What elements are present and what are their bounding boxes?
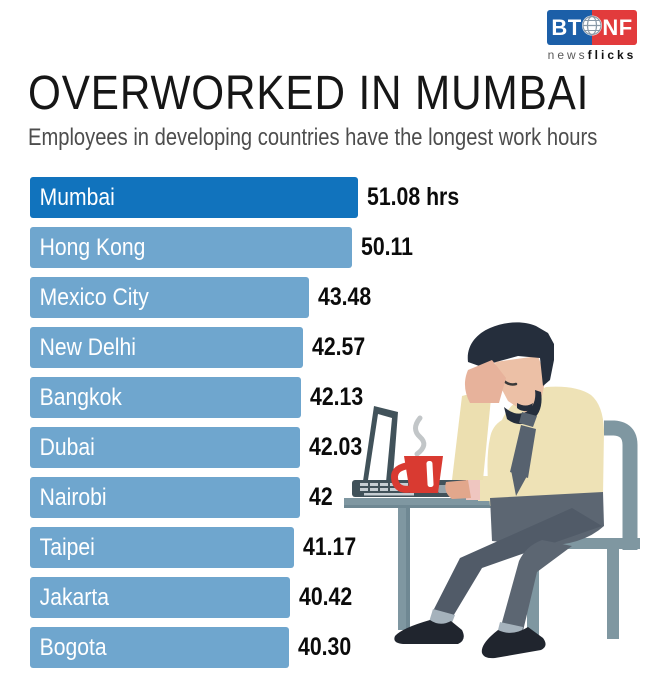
bar-bogota: Bogota bbox=[30, 627, 289, 668]
bar-value: 42.03 bbox=[308, 433, 363, 461]
bar-nairobi: Nairobi bbox=[30, 477, 300, 518]
bar-label: New Delhi bbox=[39, 333, 136, 361]
bar-row-jakarta: Jakarta 40.42 bbox=[30, 577, 475, 618]
bar-value: 43.48 bbox=[318, 283, 372, 311]
bar-label: Mexico City bbox=[39, 283, 149, 311]
bar-row-new-delhi: New Delhi 42.57 bbox=[30, 327, 475, 368]
brand-logo: BT NF newsflicks bbox=[547, 10, 637, 62]
bar-mumbai: Mumbai bbox=[30, 177, 358, 218]
bar-new-delhi: New Delhi bbox=[30, 327, 304, 368]
bar-value: 51.08 hrs bbox=[367, 183, 460, 211]
logo-tagline-flicks: flicks bbox=[587, 48, 637, 62]
logo-tagline: newsflicks bbox=[547, 48, 637, 62]
bar-value: 42.57 bbox=[312, 333, 366, 361]
bar-label: Hong Kong bbox=[39, 233, 146, 261]
bar-row-mumbai: Mumbai 51.08 hrs bbox=[30, 177, 475, 218]
bar-dubai: Dubai bbox=[30, 427, 300, 468]
bar-hong-kong: Hong Kong bbox=[30, 227, 352, 268]
chair bbox=[525, 420, 640, 639]
bar-taipei: Taipei bbox=[30, 527, 295, 568]
bar-value: 41.17 bbox=[303, 533, 357, 561]
bar-row-hong-kong: Hong Kong 50.11 bbox=[30, 227, 475, 268]
bar-row-taipei: Taipei 41.17 bbox=[30, 527, 475, 568]
page-title: OVERWORKED IN MUMBAI bbox=[28, 67, 590, 120]
bar-label: Jakarta bbox=[39, 583, 109, 611]
bar-row-mexico-city: Mexico City 43.48 bbox=[30, 277, 475, 318]
bar-jakarta: Jakarta bbox=[30, 577, 290, 618]
bar-label: Bangkok bbox=[39, 383, 122, 411]
bar-row-dubai: Dubai 42.03 bbox=[30, 427, 475, 468]
bar-row-bogota: Bogota 40.30 bbox=[30, 627, 475, 668]
globe-icon bbox=[580, 13, 604, 42]
bar-row-bangkok: Bangkok 42.13 bbox=[30, 377, 475, 418]
bar-chart: Mumbai 51.08 hrs Hong Kong 50.11 Mexico City… bbox=[30, 177, 475, 677]
bar-value: 42.13 bbox=[309, 383, 363, 411]
coffee-mug-illustration bbox=[391, 415, 443, 493]
logo-tagline-news: news bbox=[547, 48, 588, 62]
brand-logo-box: BT NF bbox=[547, 10, 637, 45]
bar-label: Mumbai bbox=[39, 183, 115, 211]
bar-label: Nairobi bbox=[39, 483, 107, 511]
bar-mexico-city: Mexico City bbox=[30, 277, 310, 318]
bar-label: Taipei bbox=[39, 533, 95, 561]
bar-value: 40.42 bbox=[298, 583, 352, 611]
bar-value: 50.11 bbox=[360, 233, 413, 261]
desk bbox=[344, 498, 508, 630]
bar-label: Bogota bbox=[39, 633, 107, 661]
bar-row-nairobi: Nairobi 42 bbox=[30, 477, 475, 518]
bar-value: 42 bbox=[308, 483, 333, 511]
bar-label: Dubai bbox=[39, 433, 95, 461]
worker bbox=[394, 322, 604, 659]
page-subtitle: Employees in developing countries have t… bbox=[28, 124, 598, 151]
illustration-tired-worker bbox=[344, 322, 640, 659]
bar-bangkok: Bangkok bbox=[30, 377, 301, 418]
bar-value: 40.30 bbox=[297, 633, 351, 661]
